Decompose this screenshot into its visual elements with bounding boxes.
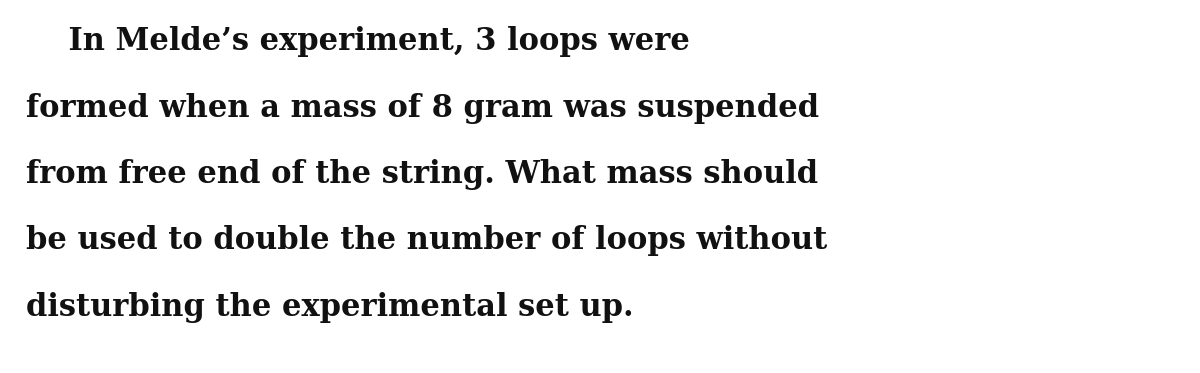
Text: from free end of the string. What mass should: from free end of the string. What mass s… <box>26 159 818 190</box>
Text: disturbing the experimental set up.: disturbing the experimental set up. <box>26 292 634 323</box>
Text: In Melde’s experiment, 3 loops were: In Melde’s experiment, 3 loops were <box>26 26 690 57</box>
Text: formed when a mass of 8 gram was suspended: formed when a mass of 8 gram was suspend… <box>26 93 820 123</box>
Text: be used to double the number of loops without: be used to double the number of loops wi… <box>26 225 828 256</box>
